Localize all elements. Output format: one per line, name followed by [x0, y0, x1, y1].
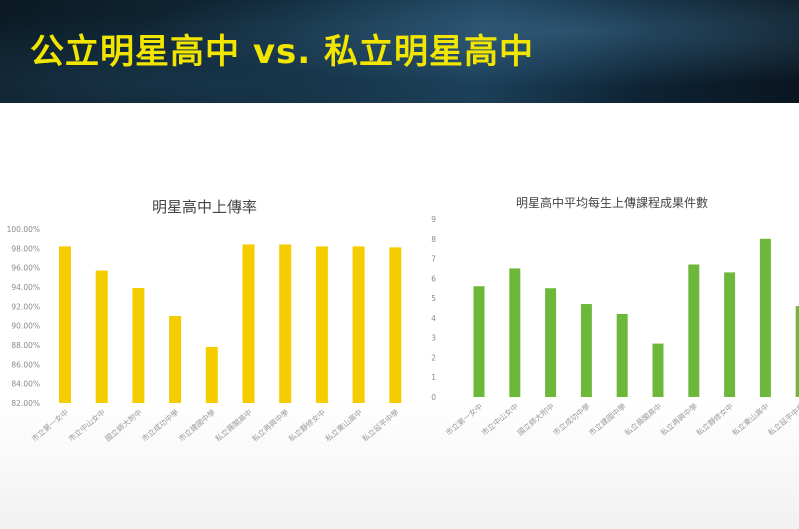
chart-2-ytick: 5	[431, 294, 436, 303]
chart-1-bar	[279, 244, 292, 403]
chart-2-xtick: 私立東山高中	[730, 401, 771, 438]
chart-1-xtick: 市立中山女中	[66, 407, 107, 444]
chart-2-bar	[652, 343, 664, 397]
chart-1-ytick: 82.00%	[11, 399, 40, 408]
chart-1-xtick: 私立靜修女中	[286, 407, 327, 444]
chart-1-bar	[169, 316, 182, 403]
chart-1-ytick: 100.00%	[7, 225, 40, 234]
chart-1-ytick: 84.00%	[11, 380, 40, 389]
chart-2-xtick: 市立成功中學	[551, 401, 592, 438]
chart-1-bar	[352, 246, 365, 403]
chart-2-bar	[759, 238, 771, 397]
chart-2-ytick: 4	[431, 314, 436, 323]
chart-1-ytick: 92.00%	[11, 302, 40, 311]
chart-2-ytick: 3	[431, 334, 436, 343]
chart-2-title: 明星高中平均每生上傳課程成果件數	[516, 196, 709, 210]
chart-2-ytick: 0	[431, 393, 436, 402]
chart-1-ytick: 98.00%	[11, 244, 40, 253]
chart-1-bar	[132, 287, 145, 403]
chart-2-bar	[473, 286, 485, 397]
chart-2-xtick: 私立延平中學	[766, 401, 799, 438]
chart-2-xtick: 國立師大附中	[515, 401, 556, 438]
chart-1-ytick: 90.00%	[11, 322, 40, 331]
chart-1-bar	[59, 246, 71, 403]
chart-1-xtick: 市立建國中學	[176, 407, 217, 444]
chart-1-xtick: 私立東山高中	[323, 407, 364, 444]
chart-1-ytick: 94.00%	[11, 283, 40, 292]
chart-2-ytick: 1	[431, 373, 436, 382]
chart-1-xtick: 市立第一女中	[29, 407, 70, 444]
header-banner: 公立明星高中 vs. 私立明星高中	[0, 0, 799, 103]
chart-2-bar	[580, 304, 592, 397]
chart-2-xtick: 市立中山女中	[479, 401, 520, 438]
chart-2-xtick: 市立建國中學	[587, 401, 628, 438]
chart-1-xtick: 市立成功中學	[139, 407, 180, 444]
chart-2-bar	[724, 272, 736, 397]
chart-1-xtick: 私立薇閣高中	[213, 407, 254, 444]
chart-2-ytick: 8	[431, 235, 436, 244]
chart-1-bar	[315, 246, 328, 403]
chart-2-xtick: 市立第一女中	[443, 401, 484, 438]
chart-1-title: 明星高中上傳率	[152, 198, 258, 216]
chart-1-bar	[205, 346, 218, 403]
chart-2-bar	[545, 288, 557, 397]
chart-1-bar	[389, 247, 402, 403]
chart-2-xtick: 私立靜修女中	[694, 401, 735, 438]
slide-title: 公立明星高中 vs. 私立明星高中	[30, 32, 534, 72]
chart-1-ytick: 96.00%	[11, 264, 40, 273]
chart-2-bar	[795, 306, 799, 397]
chart-2-bar	[688, 264, 700, 397]
chart-2-bar	[509, 268, 521, 397]
chart-1-xtick: 私立再興中學	[250, 407, 291, 444]
chart-1-ytick: 86.00%	[11, 360, 40, 369]
chart-1-xtick: 私立延平中學	[360, 407, 401, 444]
chart-2-xtick: 私立薇閣高中	[622, 401, 663, 438]
chart-1-bar	[242, 244, 255, 403]
chart-2-ytick: 7	[431, 255, 436, 264]
chart-1-xtick: 國立師大附中	[103, 407, 144, 444]
chart-2-xtick: 私立再興中學	[658, 401, 699, 438]
chart-2-ytick: 9	[431, 215, 436, 224]
chart-2-ytick: 6	[431, 274, 436, 283]
chart-2-bar	[616, 313, 628, 397]
chart-2-ytick: 2	[431, 353, 436, 362]
chart-1-ytick: 88.00%	[11, 341, 40, 350]
chart-1-bar	[95, 270, 108, 403]
